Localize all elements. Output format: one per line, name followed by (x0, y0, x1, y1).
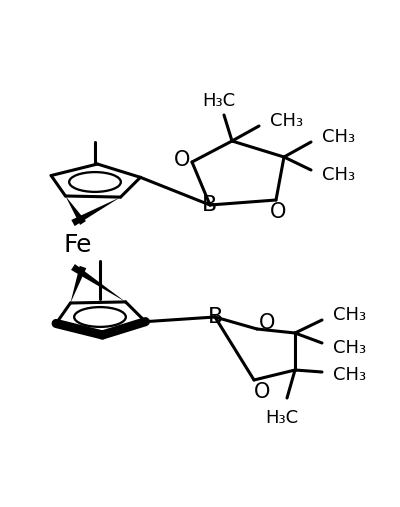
Text: CH₃: CH₃ (334, 339, 366, 357)
Polygon shape (71, 197, 120, 226)
Text: O: O (259, 313, 275, 333)
Text: O: O (254, 382, 270, 402)
Text: O: O (270, 202, 286, 222)
Text: B: B (207, 307, 223, 327)
Text: H₃C: H₃C (266, 409, 298, 427)
Polygon shape (70, 266, 86, 303)
Polygon shape (71, 264, 126, 302)
Text: O: O (174, 150, 190, 170)
Text: H₃C: H₃C (202, 92, 236, 110)
Polygon shape (66, 196, 86, 225)
Text: CH₃: CH₃ (322, 128, 356, 146)
Text: CH₃: CH₃ (270, 112, 304, 130)
Text: B: B (202, 195, 218, 215)
Text: Fe: Fe (64, 233, 92, 257)
Text: CH₃: CH₃ (322, 166, 356, 184)
Text: CH₃: CH₃ (334, 306, 366, 324)
Text: CH₃: CH₃ (334, 366, 366, 384)
